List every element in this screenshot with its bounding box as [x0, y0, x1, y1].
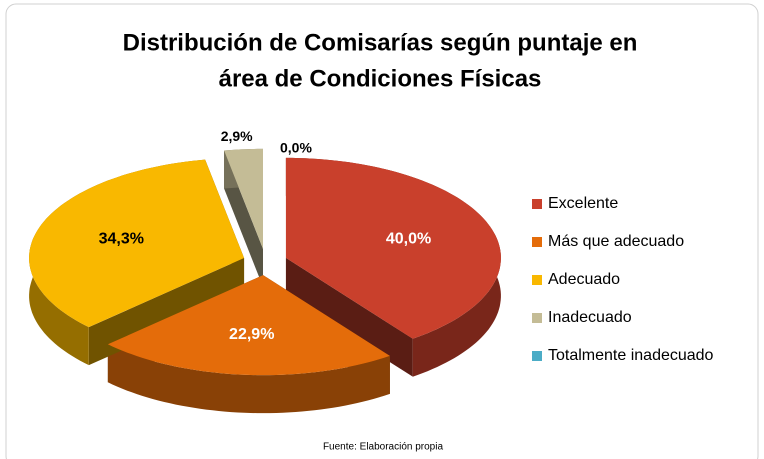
data-label: 0,0% [280, 140, 312, 156]
legend-swatch [532, 237, 542, 247]
legend-swatch [532, 275, 542, 285]
source-note: Fuente: Elaboración propia [323, 442, 444, 453]
legend-label: Excelente [548, 195, 618, 212]
slice [285, 157, 501, 339]
slice [224, 148, 264, 249]
legend-swatch [532, 313, 542, 323]
chart-title: Distribución de Comisarías según puntaje… [123, 29, 638, 56]
pie-labels: 40,0% 22,9% 34,3% 2,9% 0,0% [99, 128, 432, 343]
legend-swatch [532, 351, 542, 361]
legend-label: Totalmente inadecuado [548, 347, 714, 364]
data-label: 22,9% [229, 326, 274, 343]
pie-tops [29, 148, 501, 376]
slice [107, 275, 390, 376]
legend-label: Adecuado [548, 271, 620, 288]
slice [29, 159, 245, 328]
data-label: 2,9% [221, 128, 253, 144]
legend-label: Inadecuado [548, 309, 632, 326]
slice-side [107, 344, 390, 414]
slice-wall [285, 257, 413, 377]
legend-label: Más que adecuado [548, 233, 684, 250]
chart-title: área de Condiciones Físicas [219, 65, 542, 92]
legend-swatch [532, 199, 542, 209]
data-label: 34,3% [99, 231, 144, 248]
data-label: 40,0% [386, 231, 431, 248]
